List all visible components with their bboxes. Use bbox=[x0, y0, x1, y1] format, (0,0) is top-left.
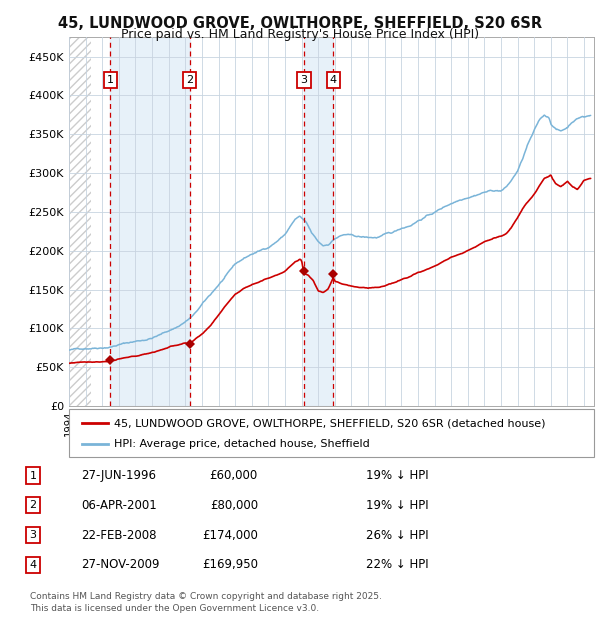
Text: 4: 4 bbox=[29, 560, 37, 570]
Text: This data is licensed under the Open Government Licence v3.0.: This data is licensed under the Open Gov… bbox=[30, 603, 319, 613]
Text: 26% ↓ HPI: 26% ↓ HPI bbox=[366, 529, 428, 541]
Text: 06-APR-2001: 06-APR-2001 bbox=[81, 499, 157, 511]
Text: 45, LUNDWOOD GROVE, OWLTHORPE, SHEFFIELD, S20 6SR (detached house): 45, LUNDWOOD GROVE, OWLTHORPE, SHEFFIELD… bbox=[113, 418, 545, 428]
Text: £174,000: £174,000 bbox=[202, 529, 258, 541]
Bar bbox=[69, 37, 91, 406]
Bar bbox=[110, 37, 190, 406]
Text: 19% ↓ HPI: 19% ↓ HPI bbox=[366, 469, 428, 482]
Text: 19% ↓ HPI: 19% ↓ HPI bbox=[366, 499, 428, 511]
Text: 4: 4 bbox=[330, 75, 337, 85]
Text: HPI: Average price, detached house, Sheffield: HPI: Average price, detached house, Shef… bbox=[113, 440, 370, 450]
Text: 2: 2 bbox=[29, 500, 37, 510]
Text: £169,950: £169,950 bbox=[202, 559, 258, 571]
Text: 27-NOV-2009: 27-NOV-2009 bbox=[81, 559, 160, 571]
Text: 3: 3 bbox=[301, 75, 307, 85]
Text: 2: 2 bbox=[186, 75, 193, 85]
Text: £80,000: £80,000 bbox=[210, 499, 258, 511]
Text: 1: 1 bbox=[29, 471, 37, 480]
Text: Price paid vs. HM Land Registry's House Price Index (HPI): Price paid vs. HM Land Registry's House … bbox=[121, 28, 479, 41]
FancyBboxPatch shape bbox=[69, 409, 594, 457]
Text: 1: 1 bbox=[107, 75, 114, 85]
Text: 27-JUN-1996: 27-JUN-1996 bbox=[81, 469, 156, 482]
Text: 22% ↓ HPI: 22% ↓ HPI bbox=[366, 559, 428, 571]
Bar bbox=[304, 37, 334, 406]
Text: Contains HM Land Registry data © Crown copyright and database right 2025.: Contains HM Land Registry data © Crown c… bbox=[30, 592, 382, 601]
Text: 45, LUNDWOOD GROVE, OWLTHORPE, SHEFFIELD, S20 6SR: 45, LUNDWOOD GROVE, OWLTHORPE, SHEFFIELD… bbox=[58, 16, 542, 31]
Text: 3: 3 bbox=[29, 530, 37, 540]
Text: 22-FEB-2008: 22-FEB-2008 bbox=[81, 529, 157, 541]
Text: £60,000: £60,000 bbox=[210, 469, 258, 482]
